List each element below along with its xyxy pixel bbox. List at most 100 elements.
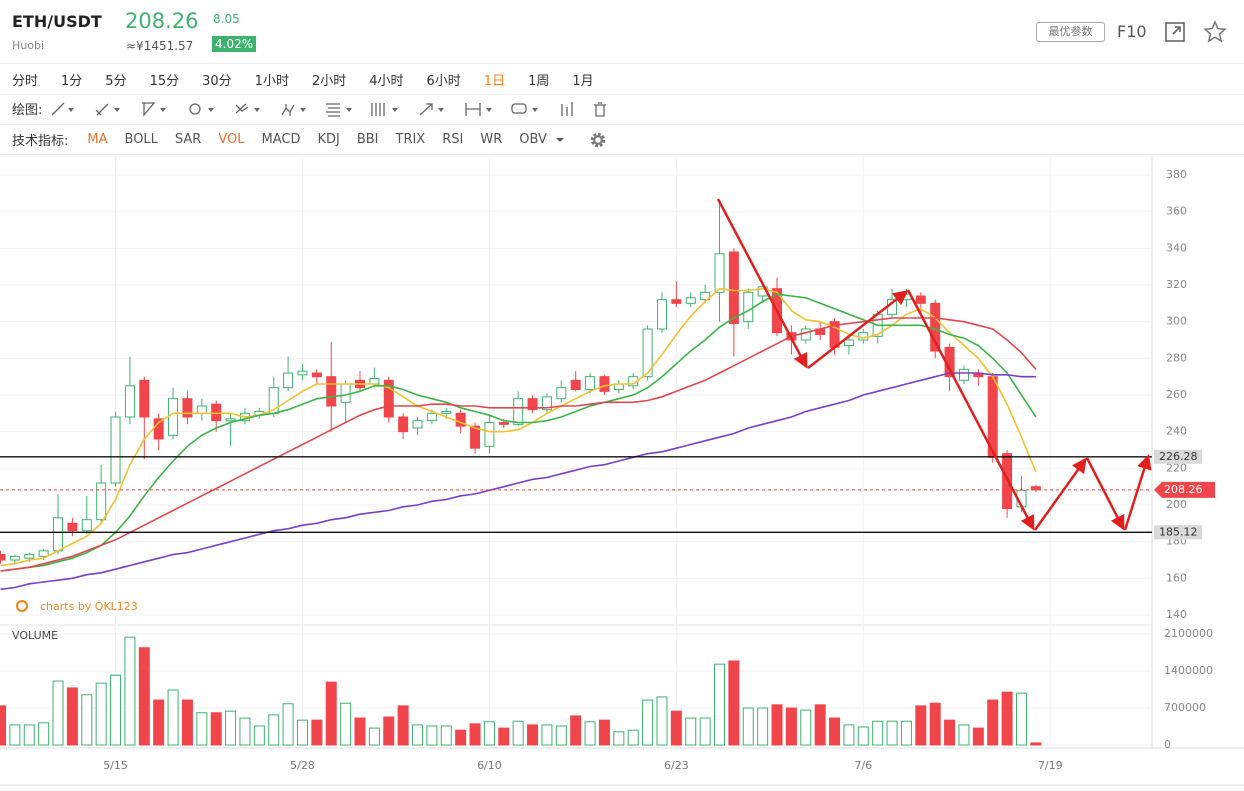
volume-bar [52, 680, 64, 746]
timeframe-button[interactable]: 5分 [105, 74, 127, 89]
indicator-button[interactable]: OBV [519, 132, 547, 147]
indicator-button[interactable]: MACD [261, 132, 301, 147]
arrow [1123, 454, 1152, 531]
timeframe-button[interactable]: 分时 [12, 74, 39, 89]
timeframe-button[interactable]: 1分 [61, 74, 83, 89]
candle-body [556, 387, 567, 400]
volume-bar [944, 719, 956, 746]
candle-body [671, 299, 682, 304]
params-button[interactable]: 最优参数 [1036, 22, 1105, 42]
indicator-button[interactable]: BOLL [124, 132, 158, 147]
volume-bar [66, 687, 78, 746]
exchange: Huobi [12, 39, 45, 52]
volume-bar [38, 722, 50, 746]
timeframe-button[interactable]: 1小时 [254, 74, 289, 89]
timeframe-bar: 分时 1分 5分 15分 30分 1小时 2小时 4小时 6小时 1日 1周 1月 [12, 70, 594, 89]
y-tick-label: 2100000 [1164, 627, 1213, 640]
candle-body [685, 297, 696, 304]
candle-body [398, 416, 409, 433]
divider [0, 154, 1244, 155]
volume-bar [340, 702, 352, 746]
indicator-button[interactable]: MA [87, 132, 108, 147]
x-tick-label: 7/6 [854, 759, 872, 772]
timeframe-button[interactable]: 2小时 [311, 74, 347, 89]
indicator-button[interactable]: KDJ [317, 132, 340, 147]
candle-body [283, 372, 294, 389]
volume-bar [555, 725, 567, 746]
indicator-label: 技术指标: [12, 134, 69, 149]
fullscreen-button[interactable] [1164, 21, 1186, 43]
y-tick-label: 220 [1166, 461, 1187, 474]
candle-body [656, 299, 667, 330]
candle-body [513, 398, 524, 425]
volume-bar [627, 729, 639, 746]
drawing-tools[interactable] [50, 100, 630, 118]
volume-bar [268, 714, 280, 746]
favorite-button[interactable] [1203, 20, 1227, 44]
x-tick-label: 5/15 [103, 759, 128, 772]
volume-bar [0, 705, 6, 746]
level-label: 226.28 [1159, 450, 1198, 463]
indicator-button[interactable]: RSI [442, 132, 464, 147]
indicator-button[interactable]: TRIX [395, 132, 426, 147]
volume-bar [642, 699, 654, 746]
volume-bar [153, 699, 165, 746]
candle-body [9, 555, 20, 561]
candle-body [743, 291, 754, 323]
change: 8.05 [213, 12, 240, 26]
candle-body [96, 482, 107, 521]
volume-bar [253, 725, 265, 746]
volume-bar [368, 727, 380, 746]
candle-body [426, 412, 437, 422]
indicator-button[interactable]: BBI [356, 132, 379, 147]
volume-bar [656, 696, 668, 746]
volume-bar [167, 689, 179, 746]
level-label-box [1154, 449, 1202, 464]
volume-bar [311, 719, 323, 746]
candle-body [225, 418, 236, 422]
indicator-button[interactable]: VOL [218, 132, 245, 147]
timeframe-button[interactable]: 4小时 [369, 74, 404, 89]
timeframe-button[interactable]: 1日 [483, 74, 506, 89]
volume-bar [714, 663, 725, 746]
volume-bar [598, 719, 610, 746]
volume-bar [325, 681, 337, 746]
price-cny: ≈¥1451.57 [126, 39, 194, 53]
settings-button[interactable] [589, 131, 607, 149]
volume-bar [124, 636, 136, 746]
watermark-icon [15, 599, 29, 613]
timeframe-button[interactable]: 1月 [572, 74, 594, 89]
dropdown-caret[interactable] [554, 135, 566, 145]
candle-body [843, 339, 854, 346]
volume-bar [95, 682, 107, 746]
candle-body [81, 519, 92, 532]
volume-bar [181, 699, 193, 746]
y-tick-label: 380 [1166, 168, 1187, 181]
divider [0, 124, 1244, 125]
arrow [906, 289, 1035, 531]
volume-bar [541, 724, 553, 746]
timeframe-button[interactable]: 15分 [149, 74, 180, 89]
timeframe-button[interactable]: 6小时 [426, 74, 461, 89]
indicator-button[interactable]: WR [480, 132, 503, 147]
candle-body [67, 522, 78, 532]
level-label-box [1154, 525, 1202, 540]
volume-bar [699, 717, 711, 746]
timeframe-button[interactable]: 30分 [202, 74, 232, 89]
volume-bar [843, 724, 855, 746]
volume-bar [1030, 742, 1042, 746]
candle-body [728, 251, 739, 324]
volume-bar [685, 717, 697, 746]
candle-body [915, 295, 926, 304]
timeframe-button[interactable]: 1周 [528, 74, 550, 89]
volume-bar [527, 724, 539, 746]
ma-line [0, 287, 1037, 567]
f10-button[interactable]: F10 [1117, 22, 1147, 41]
indicator-button[interactable]: SAR [174, 132, 202, 147]
candle-body [139, 379, 150, 418]
volume-bar [670, 710, 682, 746]
volume-bar [23, 724, 35, 746]
volume-bar [972, 727, 984, 746]
candle-body [455, 412, 466, 427]
